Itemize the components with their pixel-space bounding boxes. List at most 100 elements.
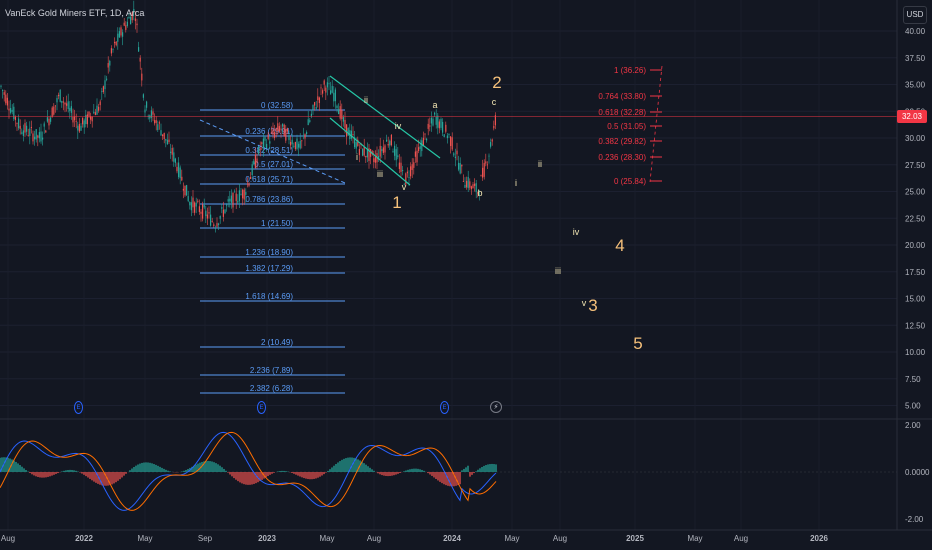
candle-body bbox=[363, 146, 365, 156]
histogram-bar bbox=[347, 457, 349, 472]
histogram-bar bbox=[37, 472, 39, 477]
candle-body bbox=[186, 185, 188, 196]
event-marker-dividend[interactable]: ⚡ bbox=[490, 401, 502, 413]
candle-body bbox=[187, 196, 189, 202]
histogram-bar bbox=[199, 462, 201, 472]
candle-body bbox=[229, 198, 231, 202]
candle-body bbox=[326, 82, 328, 88]
histogram-bar bbox=[469, 472, 471, 477]
candle-body bbox=[83, 120, 85, 128]
histogram-bar bbox=[215, 463, 217, 472]
candle-body bbox=[429, 125, 431, 127]
histogram-bar bbox=[279, 471, 281, 472]
candle-body bbox=[379, 145, 381, 157]
candle-body bbox=[288, 135, 290, 141]
candle-body bbox=[262, 138, 264, 149]
candle-body bbox=[50, 117, 52, 122]
candle-body bbox=[246, 183, 248, 185]
candle-body bbox=[35, 129, 37, 140]
event-marker-earnings[interactable]: E bbox=[74, 401, 83, 414]
histogram-bar bbox=[143, 462, 145, 472]
candle-body bbox=[355, 142, 357, 149]
candle-body bbox=[266, 143, 268, 149]
fib-level-label: 2.382 (6.28) bbox=[250, 384, 293, 393]
price-tick-label: 17.50 bbox=[905, 268, 926, 277]
histogram-bar bbox=[11, 459, 13, 472]
candle-body bbox=[118, 31, 120, 38]
candle-body bbox=[426, 138, 428, 141]
candle-body bbox=[437, 115, 439, 128]
candle-body bbox=[296, 138, 298, 149]
event-marker-earnings[interactable]: E bbox=[440, 401, 449, 414]
histogram-bar bbox=[281, 470, 283, 472]
histogram-bar bbox=[411, 468, 413, 472]
candle-body bbox=[387, 143, 389, 146]
price-tick-label: 35.00 bbox=[905, 81, 926, 90]
currency-button[interactable]: USD bbox=[903, 6, 927, 24]
histogram-bar bbox=[133, 466, 135, 472]
candle-body bbox=[283, 124, 285, 137]
candle-body bbox=[352, 134, 354, 136]
price-tick-label: 22.50 bbox=[905, 214, 926, 223]
candle-body bbox=[485, 161, 487, 164]
event-marker-earnings[interactable]: E bbox=[257, 401, 266, 414]
histogram-bar bbox=[235, 472, 237, 480]
histogram-bar bbox=[227, 472, 229, 473]
candle-body bbox=[474, 183, 476, 186]
candle-body bbox=[206, 214, 208, 219]
wave-label-minor: v bbox=[582, 298, 587, 308]
wave-label-minor: v bbox=[402, 182, 407, 192]
candle-body bbox=[342, 117, 344, 122]
histogram-bar bbox=[123, 472, 125, 476]
wave-label-primary: 2 bbox=[492, 73, 501, 92]
candle-body bbox=[384, 145, 386, 153]
candle-body bbox=[54, 105, 56, 107]
candle-body bbox=[226, 204, 228, 206]
histogram-bar bbox=[323, 472, 325, 475]
histogram-bar bbox=[9, 458, 11, 472]
candle-body bbox=[61, 101, 63, 103]
candle-body bbox=[136, 23, 138, 26]
histogram-bar bbox=[21, 466, 23, 472]
fib-level-label: 1 (36.26) bbox=[614, 66, 646, 75]
candle-body bbox=[82, 117, 84, 125]
candle-body bbox=[347, 128, 349, 136]
candle-body bbox=[442, 121, 444, 133]
histogram-bar bbox=[233, 472, 235, 479]
price-tick-label: 40.00 bbox=[905, 27, 926, 36]
candle-body bbox=[432, 118, 434, 126]
candle-body bbox=[366, 149, 368, 158]
candle-body bbox=[419, 146, 421, 149]
candle-body bbox=[104, 80, 106, 90]
candle-body bbox=[320, 87, 322, 89]
candle-body bbox=[59, 89, 61, 102]
wave-label-primary: 3 bbox=[588, 296, 597, 315]
symbol-title[interactable]: VanEck Gold Miners ETF, 1D, Arca bbox=[5, 8, 145, 18]
histogram-bar bbox=[291, 472, 293, 473]
candle-body bbox=[176, 166, 178, 172]
histogram-bar bbox=[419, 469, 421, 472]
histogram-bar bbox=[119, 472, 121, 480]
time-tick-label: Aug bbox=[734, 534, 748, 543]
histogram-bar bbox=[363, 463, 365, 472]
histogram-bar bbox=[459, 472, 461, 485]
wave-label-minor: c bbox=[492, 97, 497, 107]
price-tick-label: 5.00 bbox=[905, 402, 921, 411]
candle-body bbox=[427, 123, 429, 129]
histogram-bar bbox=[341, 459, 343, 472]
histogram-bar bbox=[17, 463, 19, 472]
histogram-bar bbox=[413, 468, 415, 472]
candle-body bbox=[3, 92, 5, 95]
histogram-bar bbox=[453, 472, 455, 487]
histogram-bar bbox=[389, 472, 391, 476]
candle-body bbox=[150, 110, 152, 118]
candle-body bbox=[382, 147, 384, 153]
lightning-icon: ⚡ bbox=[493, 404, 499, 411]
candle-body bbox=[232, 192, 234, 208]
candle-body bbox=[101, 91, 103, 93]
histogram-bar bbox=[81, 472, 83, 474]
candle-body bbox=[346, 124, 348, 137]
histogram-bar bbox=[121, 472, 123, 478]
candle-body bbox=[294, 141, 296, 150]
